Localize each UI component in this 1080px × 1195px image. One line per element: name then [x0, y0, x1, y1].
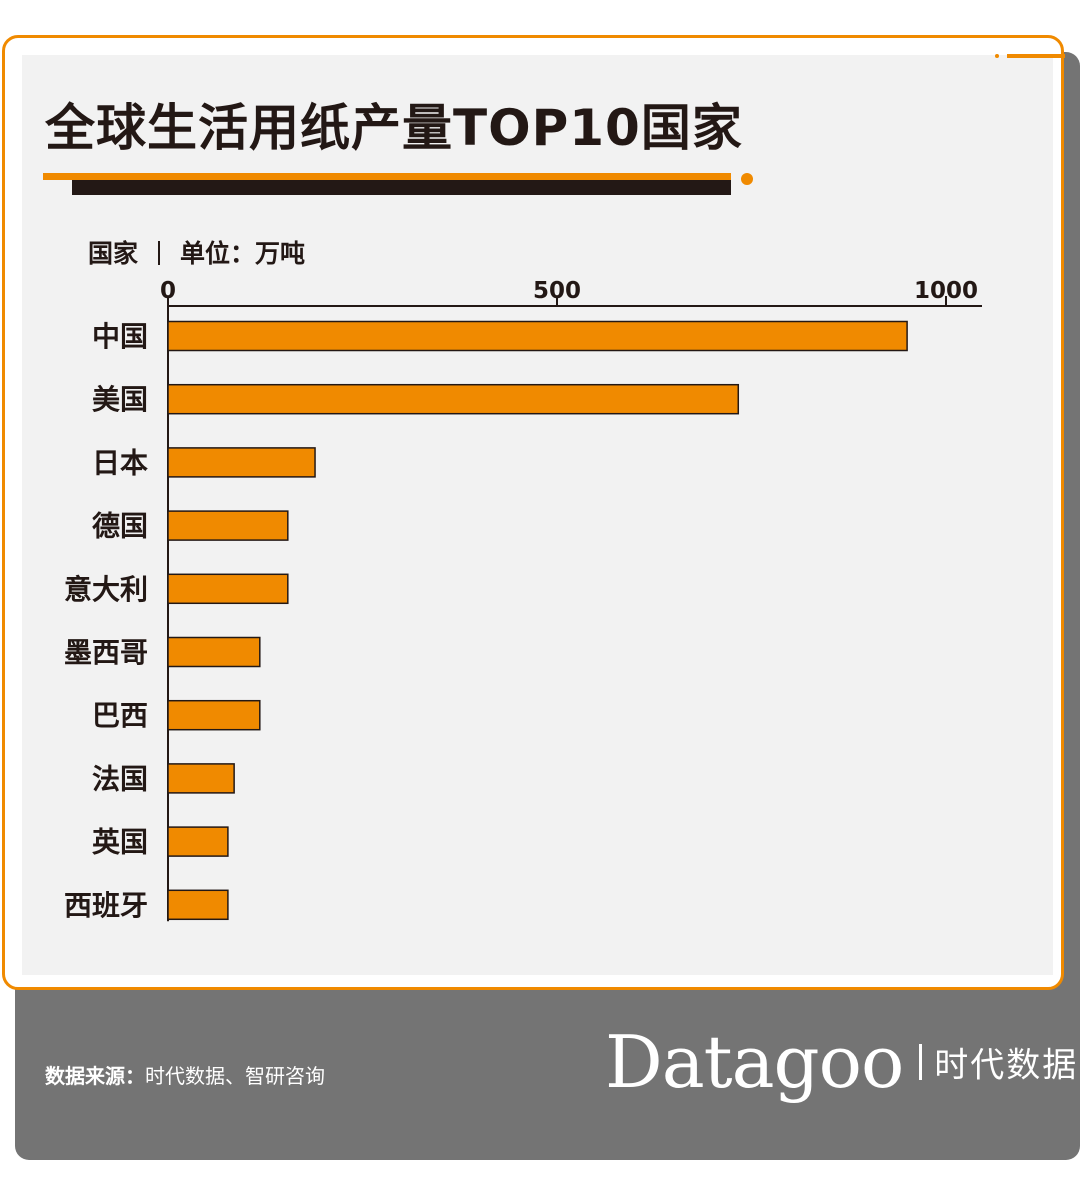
title-underline-dot	[741, 173, 753, 185]
category-label: 日本	[92, 446, 148, 479]
bar	[167, 763, 235, 794]
title-underline-dark	[72, 180, 731, 195]
corner-accent-line	[1007, 54, 1065, 58]
axis-caption-unit: 单位：万吨	[180, 239, 306, 268]
bar	[167, 636, 261, 668]
brand-name: 时代数据	[934, 1045, 1079, 1086]
source-label: 数据来源：	[45, 1064, 145, 1088]
title-underline-orange	[43, 173, 731, 180]
axis-caption: 国家 单位：万吨	[88, 234, 305, 270]
corner-accent-dot	[995, 54, 999, 58]
category-label: 意大利	[64, 573, 148, 606]
corner-accent	[995, 54, 1065, 58]
category-label: 西班牙	[64, 889, 148, 922]
bar	[167, 826, 229, 857]
bar	[167, 699, 261, 731]
bar	[167, 383, 740, 415]
category-label: 英国	[92, 826, 148, 859]
brand: Datagoo 时代数据	[605, 1020, 1078, 1104]
brand-logo: Datagoo	[605, 1020, 904, 1104]
category-label: 墨西哥	[64, 636, 148, 669]
category-label: 美国	[92, 383, 148, 416]
category-label: 中国	[92, 320, 148, 353]
bar	[167, 510, 289, 541]
x-tick-label: 1000	[914, 278, 978, 304]
axis-caption-separator	[158, 241, 161, 265]
category-label: 法国	[92, 762, 148, 795]
source-text: 时代数据、智研咨询	[145, 1064, 325, 1088]
category-label: 德国	[92, 510, 148, 543]
bar	[167, 320, 908, 352]
bar	[167, 447, 316, 478]
category-label: 巴西	[92, 699, 148, 732]
axis-caption-category: 国家	[88, 239, 139, 268]
x-tick-label: 0	[160, 278, 176, 304]
footer-source: 数据来源：时代数据、智研咨询	[45, 1060, 325, 1089]
x-tick-label: 500	[533, 278, 581, 304]
brand-separator	[919, 1044, 923, 1080]
chart-title: 全球生活用纸产量TOP10国家	[45, 99, 743, 157]
bar	[167, 573, 289, 605]
bar	[167, 889, 229, 921]
